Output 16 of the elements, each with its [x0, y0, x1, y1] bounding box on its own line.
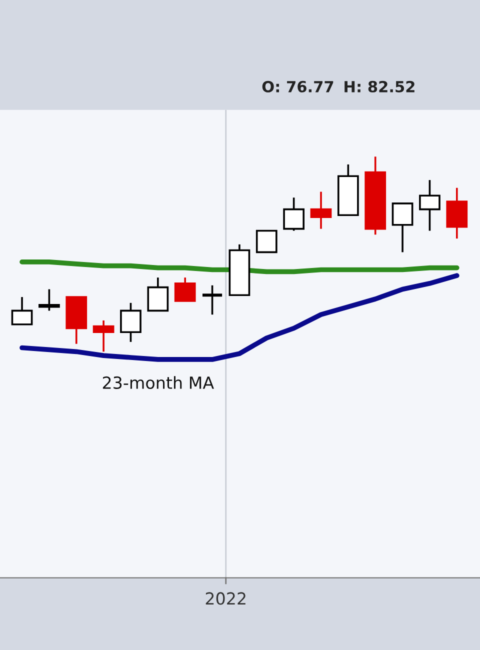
- text: O: 76.77: [262, 80, 334, 92]
- candlestick: [120, 302, 142, 343]
- candlestick: [147, 276, 169, 312]
- candlestick: [200, 284, 224, 316]
- candlestick: [256, 230, 278, 254]
- candlestick: [283, 196, 305, 232]
- candlestick: [419, 179, 440, 232]
- candlestick: [174, 276, 196, 302]
- text: H: 82.52: [344, 80, 414, 92]
- candlestick: [92, 320, 114, 353]
- candlestick: [38, 288, 60, 312]
- series-label: 23-month MA: [102, 376, 214, 390]
- candlestick: [392, 202, 414, 254]
- text: 2022: [206, 592, 246, 605]
- candlestick: [11, 296, 33, 326]
- candlestick: [310, 190, 332, 230]
